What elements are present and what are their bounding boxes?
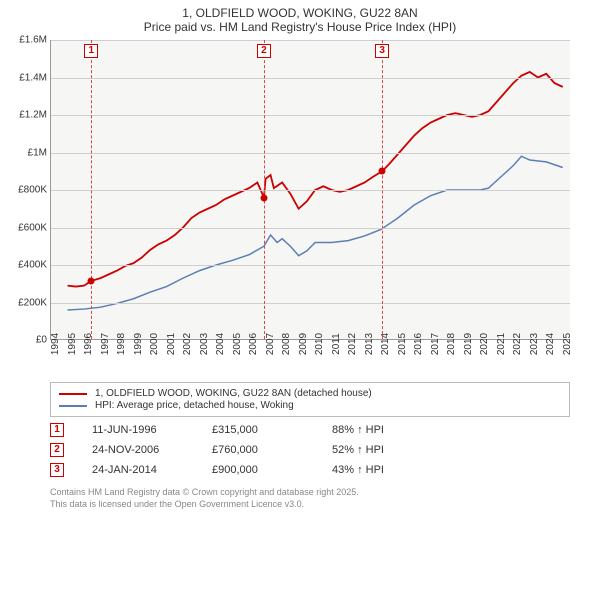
y-tick-label: £400K <box>3 260 51 271</box>
legend-row: 1, OLDFIELD WOOD, WOKING, GU22 8AN (deta… <box>59 388 561 399</box>
x-tick-label: 2009 <box>298 333 309 355</box>
series-line <box>68 156 563 310</box>
series-line <box>68 72 563 287</box>
x-tick-label: 2012 <box>347 333 358 355</box>
x-tick-label: 2021 <box>496 333 507 355</box>
x-tick-label: 2015 <box>397 333 408 355</box>
legend-swatch <box>59 405 87 407</box>
x-tick-label: 2025 <box>562 333 573 355</box>
x-tick-label: 2014 <box>380 333 391 355</box>
x-tick-label: 1999 <box>133 333 144 355</box>
sale-date: 24-JAN-2014 <box>92 464 212 476</box>
sale-price: £315,000 <box>212 424 332 436</box>
x-tick-label: 2016 <box>413 333 424 355</box>
gridline <box>51 153 570 154</box>
x-tick-label: 1997 <box>100 333 111 355</box>
title-line1: 1, OLDFIELD WOOD, WOKING, GU22 8AN <box>0 6 600 20</box>
x-tick-label: 2023 <box>529 333 540 355</box>
marker-box: 1 <box>84 44 98 58</box>
x-tick-label: 2005 <box>232 333 243 355</box>
x-tick-label: 2003 <box>199 333 210 355</box>
x-tick-label: 1994 <box>50 333 61 355</box>
sale-row: 3 24-JAN-2014£900,00043% ↑ HPI <box>50 463 570 477</box>
x-tick-label: 2019 <box>463 333 474 355</box>
chart-area: £0£200K£400K£600K£800K£1M£1.2M£1.4M£1.6M… <box>30 40 590 380</box>
gridline <box>51 228 570 229</box>
x-tick-label: 2010 <box>314 333 325 355</box>
plot-area: £0£200K£400K£600K£800K£1M£1.2M£1.4M£1.6M… <box>50 40 570 340</box>
y-tick-label: £1M <box>3 147 51 158</box>
sale-relative: 43% ↑ HPI <box>332 464 452 476</box>
legend: 1, OLDFIELD WOOD, WOKING, GU22 8AN (deta… <box>50 382 570 417</box>
footer-line2: This data is licensed under the Open Gov… <box>50 499 570 511</box>
title-line2: Price paid vs. HM Land Registry's House … <box>0 20 600 34</box>
legend-label: HPI: Average price, detached house, Woki… <box>95 400 294 411</box>
marker-dot <box>88 277 95 284</box>
sale-row: 1 11-JUN-1996£315,00088% ↑ HPI <box>50 423 570 437</box>
sale-marker: 1 <box>50 423 64 437</box>
x-tick-label: 2024 <box>545 333 556 355</box>
gridline <box>51 78 570 79</box>
y-tick-label: £1.6M <box>3 35 51 46</box>
legend-swatch <box>59 393 87 395</box>
x-tick-label: 2020 <box>479 333 490 355</box>
x-tick-label: 2004 <box>215 333 226 355</box>
sales-table: 1 11-JUN-1996£315,00088% ↑ HPI 2 24-NOV-200… <box>50 423 570 477</box>
gridline <box>51 190 570 191</box>
footer: Contains HM Land Registry data © Crown c… <box>50 487 570 510</box>
x-axis-ticks: 1994199519961997199819992000200120022003… <box>50 340 570 380</box>
x-tick-label: 1998 <box>116 333 127 355</box>
x-tick-label: 2002 <box>182 333 193 355</box>
marker-vline <box>264 40 265 339</box>
x-tick-label: 2013 <box>364 333 375 355</box>
sale-row: 2 24-NOV-2006£760,00052% ↑ HPI <box>50 443 570 457</box>
y-tick-label: £1.2M <box>3 110 51 121</box>
x-tick-label: 2008 <box>281 333 292 355</box>
sale-price: £760,000 <box>212 444 332 456</box>
x-tick-label: 2011 <box>331 333 342 355</box>
y-tick-label: £200K <box>3 297 51 308</box>
gridline <box>51 265 570 266</box>
x-tick-label: 2017 <box>430 333 441 355</box>
x-tick-label: 2007 <box>265 333 276 355</box>
gridline <box>51 115 570 116</box>
gridline <box>51 40 570 41</box>
y-tick-label: £0 <box>3 335 51 346</box>
sale-relative: 52% ↑ HPI <box>332 444 452 456</box>
x-tick-label: 2022 <box>512 333 523 355</box>
marker-dot <box>379 168 386 175</box>
marker-box: 3 <box>375 44 389 58</box>
sale-marker: 2 <box>50 443 64 457</box>
x-tick-label: 1995 <box>67 333 78 355</box>
sale-marker: 3 <box>50 463 64 477</box>
marker-vline <box>91 40 92 339</box>
sale-date: 11-JUN-1996 <box>92 424 212 436</box>
marker-dot <box>260 194 267 201</box>
legend-label: 1, OLDFIELD WOOD, WOKING, GU22 8AN (deta… <box>95 388 372 399</box>
chart-title: 1, OLDFIELD WOOD, WOKING, GU22 8AN Price… <box>0 0 600 36</box>
y-tick-label: £600K <box>3 222 51 233</box>
marker-vline <box>382 40 383 339</box>
x-tick-label: 2000 <box>149 333 160 355</box>
x-tick-label: 2018 <box>446 333 457 355</box>
footer-line1: Contains HM Land Registry data © Crown c… <box>50 487 570 499</box>
gridline <box>51 303 570 304</box>
x-tick-label: 2006 <box>248 333 259 355</box>
sale-price: £900,000 <box>212 464 332 476</box>
x-tick-label: 1996 <box>83 333 94 355</box>
marker-box: 2 <box>257 44 271 58</box>
sale-relative: 88% ↑ HPI <box>332 424 452 436</box>
y-tick-label: £800K <box>3 185 51 196</box>
legend-row: HPI: Average price, detached house, Woki… <box>59 400 561 411</box>
sale-date: 24-NOV-2006 <box>92 444 212 456</box>
x-tick-label: 2001 <box>166 333 177 355</box>
y-tick-label: £1.4M <box>3 72 51 83</box>
